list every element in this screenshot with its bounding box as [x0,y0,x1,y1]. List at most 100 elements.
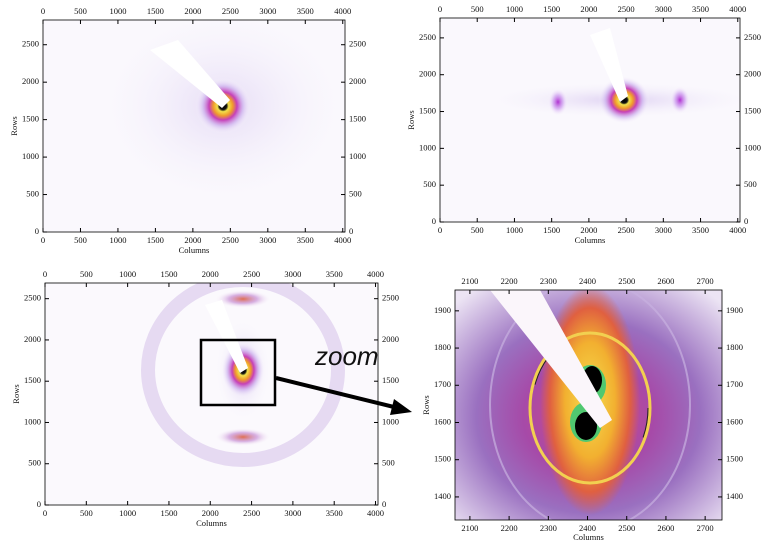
x-tick-label: 2100 [461,276,478,286]
y-tick-label: 0 [744,216,748,226]
x-tick-label: 500 [471,4,484,14]
x-tick-label: 2200 [501,523,518,533]
x-tick-label: 4000 [729,4,746,14]
y-tick-label: 2000 [382,334,399,344]
x-tick-label: 3500 [297,235,314,245]
x-tick-label: 0 [41,235,45,245]
x-tick-label: 0 [41,6,45,16]
y-tick-label: 1400 [434,491,451,501]
x-tick-label: 0 [438,4,442,14]
y-tick-label: 1800 [434,342,451,352]
y-tick-label: 2000 [24,334,41,344]
y-tick-label: 2000 [744,69,761,79]
x-tick-label: 2600 [657,523,674,533]
y-axis-label: Rows [421,395,431,414]
x-tick-label: 2500 [618,225,635,235]
y-tick-label: 1800 [726,342,743,352]
x-tick-label: 1000 [506,225,523,235]
x-tick-label: 3500 [692,225,709,235]
x-tick-label: 2700 [697,276,714,286]
x-axis-label: Columns [573,532,604,542]
x-tick-label: 1500 [147,6,164,16]
y-tick-label: 1000 [419,142,436,152]
y-tick-label: 1000 [349,151,366,161]
x-tick-label: 1500 [160,508,177,518]
x-tick-label: 500 [74,235,87,245]
x-tick-label: 2500 [243,269,260,279]
y-tick-label: 0 [349,226,353,236]
y-tick-label: 2000 [22,76,39,86]
x-tick-label: 2000 [580,4,597,14]
y-tick-label: 500 [423,179,436,189]
y-tick-label: 1000 [24,416,41,426]
figure: zoom 00500500100010001500150020002000250… [0,0,767,542]
y-tick-label: 1500 [419,105,436,115]
x-tick-label: 3000 [284,269,301,279]
x-axis-label: Columns [196,518,227,528]
x-tick-label: 2200 [501,276,518,286]
x-tick-label: 2300 [540,523,557,533]
x-tick-label: 2400 [579,276,596,286]
x-tick-label: 4000 [729,225,746,235]
x-tick-label: 0 [43,269,47,279]
x-tick-label: 4000 [334,235,351,245]
x-tick-label: 4000 [367,508,384,518]
x-tick-label: 1000 [119,508,136,518]
x-tick-label: 3000 [259,6,276,16]
x-tick-label: 2500 [618,276,635,286]
x-tick-label: 1500 [543,225,560,235]
x-tick-label: 2000 [184,235,201,245]
y-tick-label: 1600 [434,416,451,426]
y-tick-label: 1500 [434,454,451,464]
y-tick-label: 1000 [22,151,39,161]
y-tick-label: 1000 [382,416,399,426]
y-tick-label: 1400 [726,491,743,501]
x-tick-label: 2000 [580,225,597,235]
x-tick-label: 4000 [367,269,384,279]
y-tick-label: 0 [432,216,436,226]
detector-image [43,0,363,232]
y-tick-label: 1500 [349,114,366,124]
x-tick-label: 2600 [657,276,674,286]
y-tick-label: 1700 [726,379,743,389]
y-tick-label: 1500 [744,105,761,115]
y-tick-label: 0 [37,499,41,509]
y-axis-label: Rows [11,384,21,403]
x-tick-label: 2500 [243,508,260,518]
x-tick-label: 2500 [618,523,635,533]
y-tick-label: 0 [35,226,39,236]
arrow-head [390,399,412,415]
y-tick-label: 0 [382,499,386,509]
x-tick-label: 500 [80,269,93,279]
x-tick-label: 3500 [692,4,709,14]
x-tick-label: 1000 [119,269,136,279]
y-tick-label: 1500 [22,114,39,124]
x-tick-label: 3000 [655,225,672,235]
y-tick-label: 2500 [419,32,436,42]
x-tick-label: 3500 [297,6,314,16]
y-tick-label: 1500 [382,375,399,385]
y-axis-label: Rows [406,110,416,129]
y-tick-label: 1700 [434,379,451,389]
y-tick-label: 500 [349,188,362,198]
y-tick-label: 2500 [24,293,41,303]
x-tick-label: 3000 [655,4,672,14]
x-tick-label: 2500 [222,6,239,16]
x-tick-label: 3500 [326,508,343,518]
annotation: zoom [314,341,379,371]
y-tick-label: 2000 [349,76,366,86]
y-tick-label: 1500 [24,375,41,385]
x-tick-label: 2700 [697,523,714,533]
y-axis-label: Rows [9,116,19,135]
y-tick-label: 1600 [726,416,743,426]
x-tick-label: 1000 [109,235,126,245]
x-tick-label: 500 [471,225,484,235]
x-tick-label: 3000 [259,235,276,245]
y-tick-label: 2500 [744,32,761,42]
x-tick-label: 4000 [334,6,351,16]
y-tick-label: 500 [28,458,41,468]
y-tick-label: 2500 [382,293,399,303]
x-tick-label: 3000 [284,508,301,518]
x-tick-label: 2500 [618,4,635,14]
y-tick-label: 2500 [349,39,366,49]
